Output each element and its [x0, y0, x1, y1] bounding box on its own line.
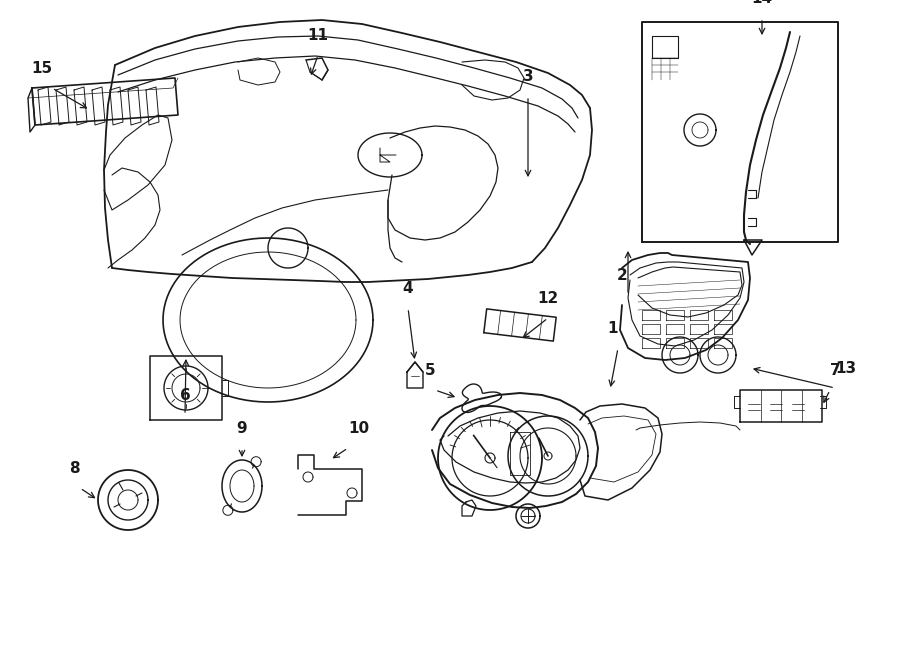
Text: 1: 1: [608, 321, 618, 336]
Text: 10: 10: [348, 421, 369, 436]
Text: 6: 6: [180, 388, 191, 403]
Text: 5: 5: [425, 363, 435, 378]
Text: 15: 15: [31, 61, 52, 76]
Text: 9: 9: [237, 421, 248, 436]
Text: 7: 7: [830, 363, 841, 378]
Text: 12: 12: [537, 291, 559, 306]
Text: 13: 13: [835, 361, 856, 376]
Text: 14: 14: [752, 0, 772, 6]
Text: 4: 4: [402, 281, 413, 296]
Text: 3: 3: [523, 69, 534, 84]
Text: 8: 8: [69, 461, 80, 476]
Text: 11: 11: [308, 28, 328, 43]
Text: 2: 2: [617, 268, 628, 283]
